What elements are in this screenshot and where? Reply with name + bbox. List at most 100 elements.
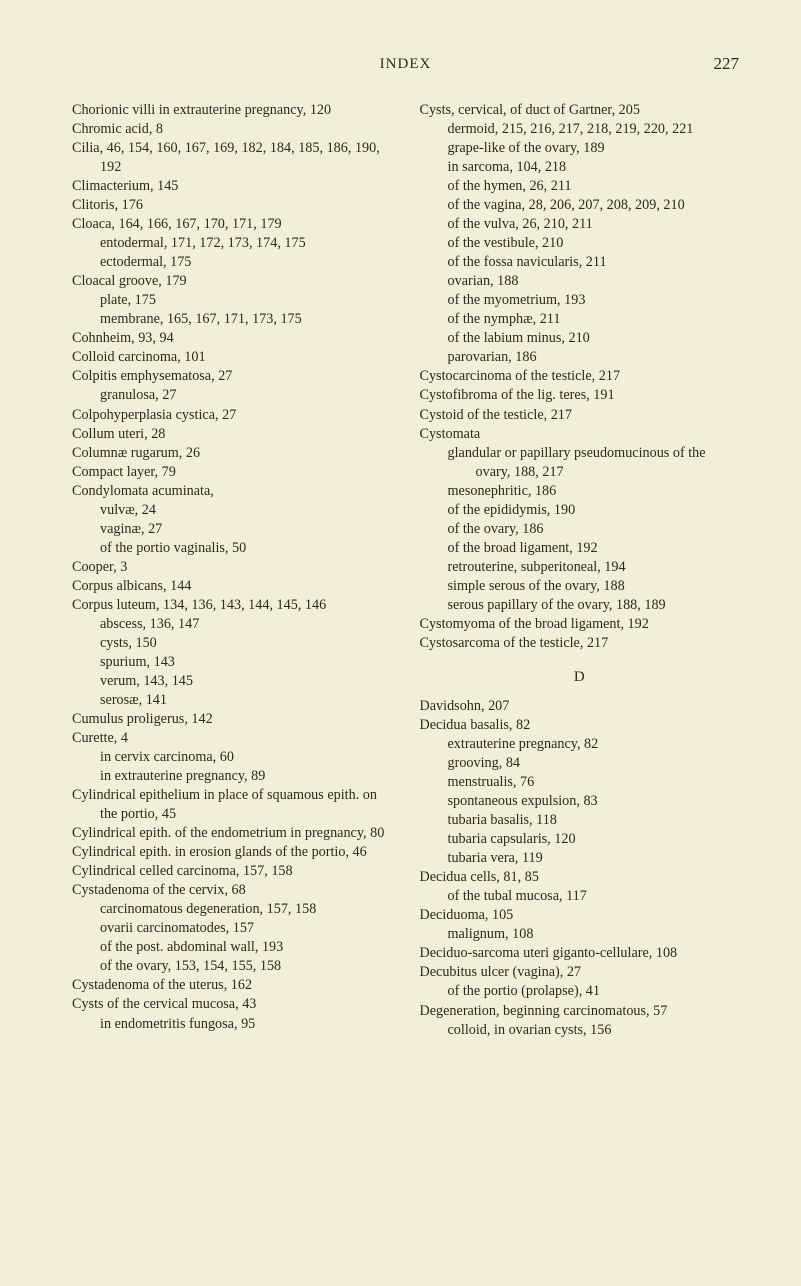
index-subentry: grape-like of the ovary, 189 [420,139,740,158]
index-subentry: of the myometrium, 193 [420,291,740,310]
index-subentry: granulosa, 27 [72,386,392,405]
index-entry: Collum uteri, 28 [72,425,392,444]
index-entry: Cystosarcoma of the testicle, 217 [420,634,740,653]
index-entry: Cystomata [420,425,740,444]
index-subentry: in endometritis fungosa, 95 [72,1015,392,1034]
index-entry: Cysts of the cervical mucosa, 43 [72,995,392,1014]
index-entry: Colloid carcinoma, 101 [72,348,392,367]
index-subentry: of the nymphæ, 211 [420,310,740,329]
index-subentry: membrane, 165, 167, 171, 173, 175 [72,310,392,329]
index-entry: Cylindrical epith. of the endometrium in… [72,824,392,843]
index-entry: Chromic acid, 8 [72,120,392,139]
index-subentry: of the ovary, 153, 154, 155, 158 [72,957,392,976]
index-subentry: in cervix carcinoma, 60 [72,748,392,767]
index-entry: Cylindrical epithelium in place of squam… [72,786,392,824]
index-entry: Deciduo-sarcoma uteri giganto-cellulare,… [420,944,740,963]
index-columns: Chorionic villi in extrauterine pregnanc… [72,101,739,1040]
index-subentry: tubaria basalis, 118 [420,811,740,830]
index-entry: Chorionic villi in extrauterine pregnanc… [72,101,392,120]
index-subentry: of the portio (prolapse), 41 [420,982,740,1001]
left-column: Chorionic villi in extrauterine pregnanc… [72,101,392,1040]
index-subentry: glandular or papillary pseudomucinous of… [420,444,740,482]
index-entry: Davidsohn, 207 [420,697,740,716]
index-entry: Cystadenoma of the uterus, 162 [72,976,392,995]
index-subentry: parovarian, 186 [420,348,740,367]
index-subentry: tubaria capsularis, 120 [420,830,740,849]
index-subentry: of the ovary, 186 [420,520,740,539]
index-subentry: mesonephritic, 186 [420,482,740,501]
index-entry: Decidua cells, 81, 85 [420,868,740,887]
page-number: 227 [714,54,740,74]
index-subentry: tubaria vera, 119 [420,849,740,868]
index-subentry: grooving, 84 [420,754,740,773]
index-entry: Columnæ rugarum, 26 [72,444,392,463]
index-entry: Decidua basalis, 82 [420,716,740,735]
index-entry: Cystofibroma of the lig. teres, 191 [420,386,740,405]
index-subentry: vaginæ, 27 [72,520,392,539]
index-subentry: of the vestibule, 210 [420,234,740,253]
index-subentry: ectodermal, 175 [72,253,392,272]
index-subentry: of the hymen, 26, 211 [420,177,740,196]
index-entry: Corpus albicans, 144 [72,577,392,596]
index-subentry: in sarcoma, 104, 218 [420,158,740,177]
index-entry: Degeneration, beginning carcinomatous, 5… [420,1002,740,1021]
index-subentry: serous papillary of the ovary, 188, 189 [420,596,740,615]
index-subentry: spontaneous expulsion, 83 [420,792,740,811]
index-page: { "header": { "title": "INDEX", "page_nu… [0,0,801,1286]
index-subentry: abscess, 136, 147 [72,615,392,634]
index-entry: Cooper, 3 [72,558,392,577]
index-entry: Deciduoma, 105 [420,906,740,925]
index-subentry: extrauterine pregnancy, 82 [420,735,740,754]
index-entry: Corpus luteum, 134, 136, 143, 144, 145, … [72,596,392,615]
index-subentry: of the vagina, 28, 206, 207, 208, 209, 2… [420,196,740,215]
header-title: INDEX [72,56,739,73]
index-subentry: vulvæ, 24 [72,501,392,520]
index-subentry: of the fossa navicularis, 211 [420,253,740,272]
index-subentry: carcinomatous degeneration, 157, 158 [72,900,392,919]
index-subentry: cysts, 150 [72,634,392,653]
index-subentry: dermoid, 215, 216, 217, 218, 219, 220, 2… [420,120,740,139]
index-subentry: plate, 175 [72,291,392,310]
index-subentry: of the epididymis, 190 [420,501,740,520]
index-subentry: of the broad ligament, 192 [420,539,740,558]
index-subentry: simple serous of the ovary, 188 [420,577,740,596]
index-subentry: spurium, 143 [72,653,392,672]
index-subentry: entodermal, 171, 172, 173, 174, 175 [72,234,392,253]
index-entry: Climacterium, 145 [72,177,392,196]
index-subentry: malignum, 108 [420,925,740,944]
index-subentry: of the tubal mucosa, 117 [420,887,740,906]
index-entry: Curette, 4 [72,729,392,748]
index-subentry: menstrualis, 76 [420,773,740,792]
index-entry: Cilia, 46, 154, 160, 167, 169, 182, 184,… [72,139,392,177]
index-entry: Cylindrical celled carcinoma, 157, 158 [72,862,392,881]
index-subentry: colloid, in ovarian cysts, 156 [420,1021,740,1040]
index-entry: Cysts, cervical, of duct of Gartner, 205 [420,101,740,120]
index-entry: Cystomyoma of the broad ligament, 192 [420,615,740,634]
index-entry: Cloacal groove, 179 [72,272,392,291]
index-subentry: of the portio vaginalis, 50 [72,539,392,558]
index-subentry: of the labium minus, 210 [420,329,740,348]
index-subentry: ovarii carcinomatodes, 157 [72,919,392,938]
index-subentry: ovarian, 188 [420,272,740,291]
index-entry: Cumulus proligerus, 142 [72,710,392,729]
index-entry: Cystoid of the testicle, 217 [420,406,740,425]
right-column: Cysts, cervical, of duct of Gartner, 205… [420,101,740,1040]
page-header: INDEX 227 [72,56,739,73]
index-subentry: retrouterine, subperitoneal, 194 [420,558,740,577]
index-subentry: serosæ, 141 [72,691,392,710]
section-letter: D [420,667,740,687]
index-entry: Cohnheim, 93, 94 [72,329,392,348]
index-entry: Colpitis emphysematosa, 27 [72,367,392,386]
index-entry: Decubitus ulcer (vagina), 27 [420,963,740,982]
index-entry: Cloaca, 164, 166, 167, 170, 171, 179 [72,215,392,234]
index-entry: Clitoris, 176 [72,196,392,215]
index-subentry: of the vulva, 26, 210, 211 [420,215,740,234]
index-entry: Condylomata acuminata, [72,482,392,501]
index-subentry: verum, 143, 145 [72,672,392,691]
index-subentry: in extrauterine pregnancy, 89 [72,767,392,786]
index-subentry: of the post. abdominal wall, 193 [72,938,392,957]
index-entry: Cystocarcinoma of the testicle, 217 [420,367,740,386]
index-entry: Cystadenoma of the cervix, 68 [72,881,392,900]
index-entry: Compact layer, 79 [72,463,392,482]
index-entry: Cylindrical epith. in erosion glands of … [72,843,392,862]
